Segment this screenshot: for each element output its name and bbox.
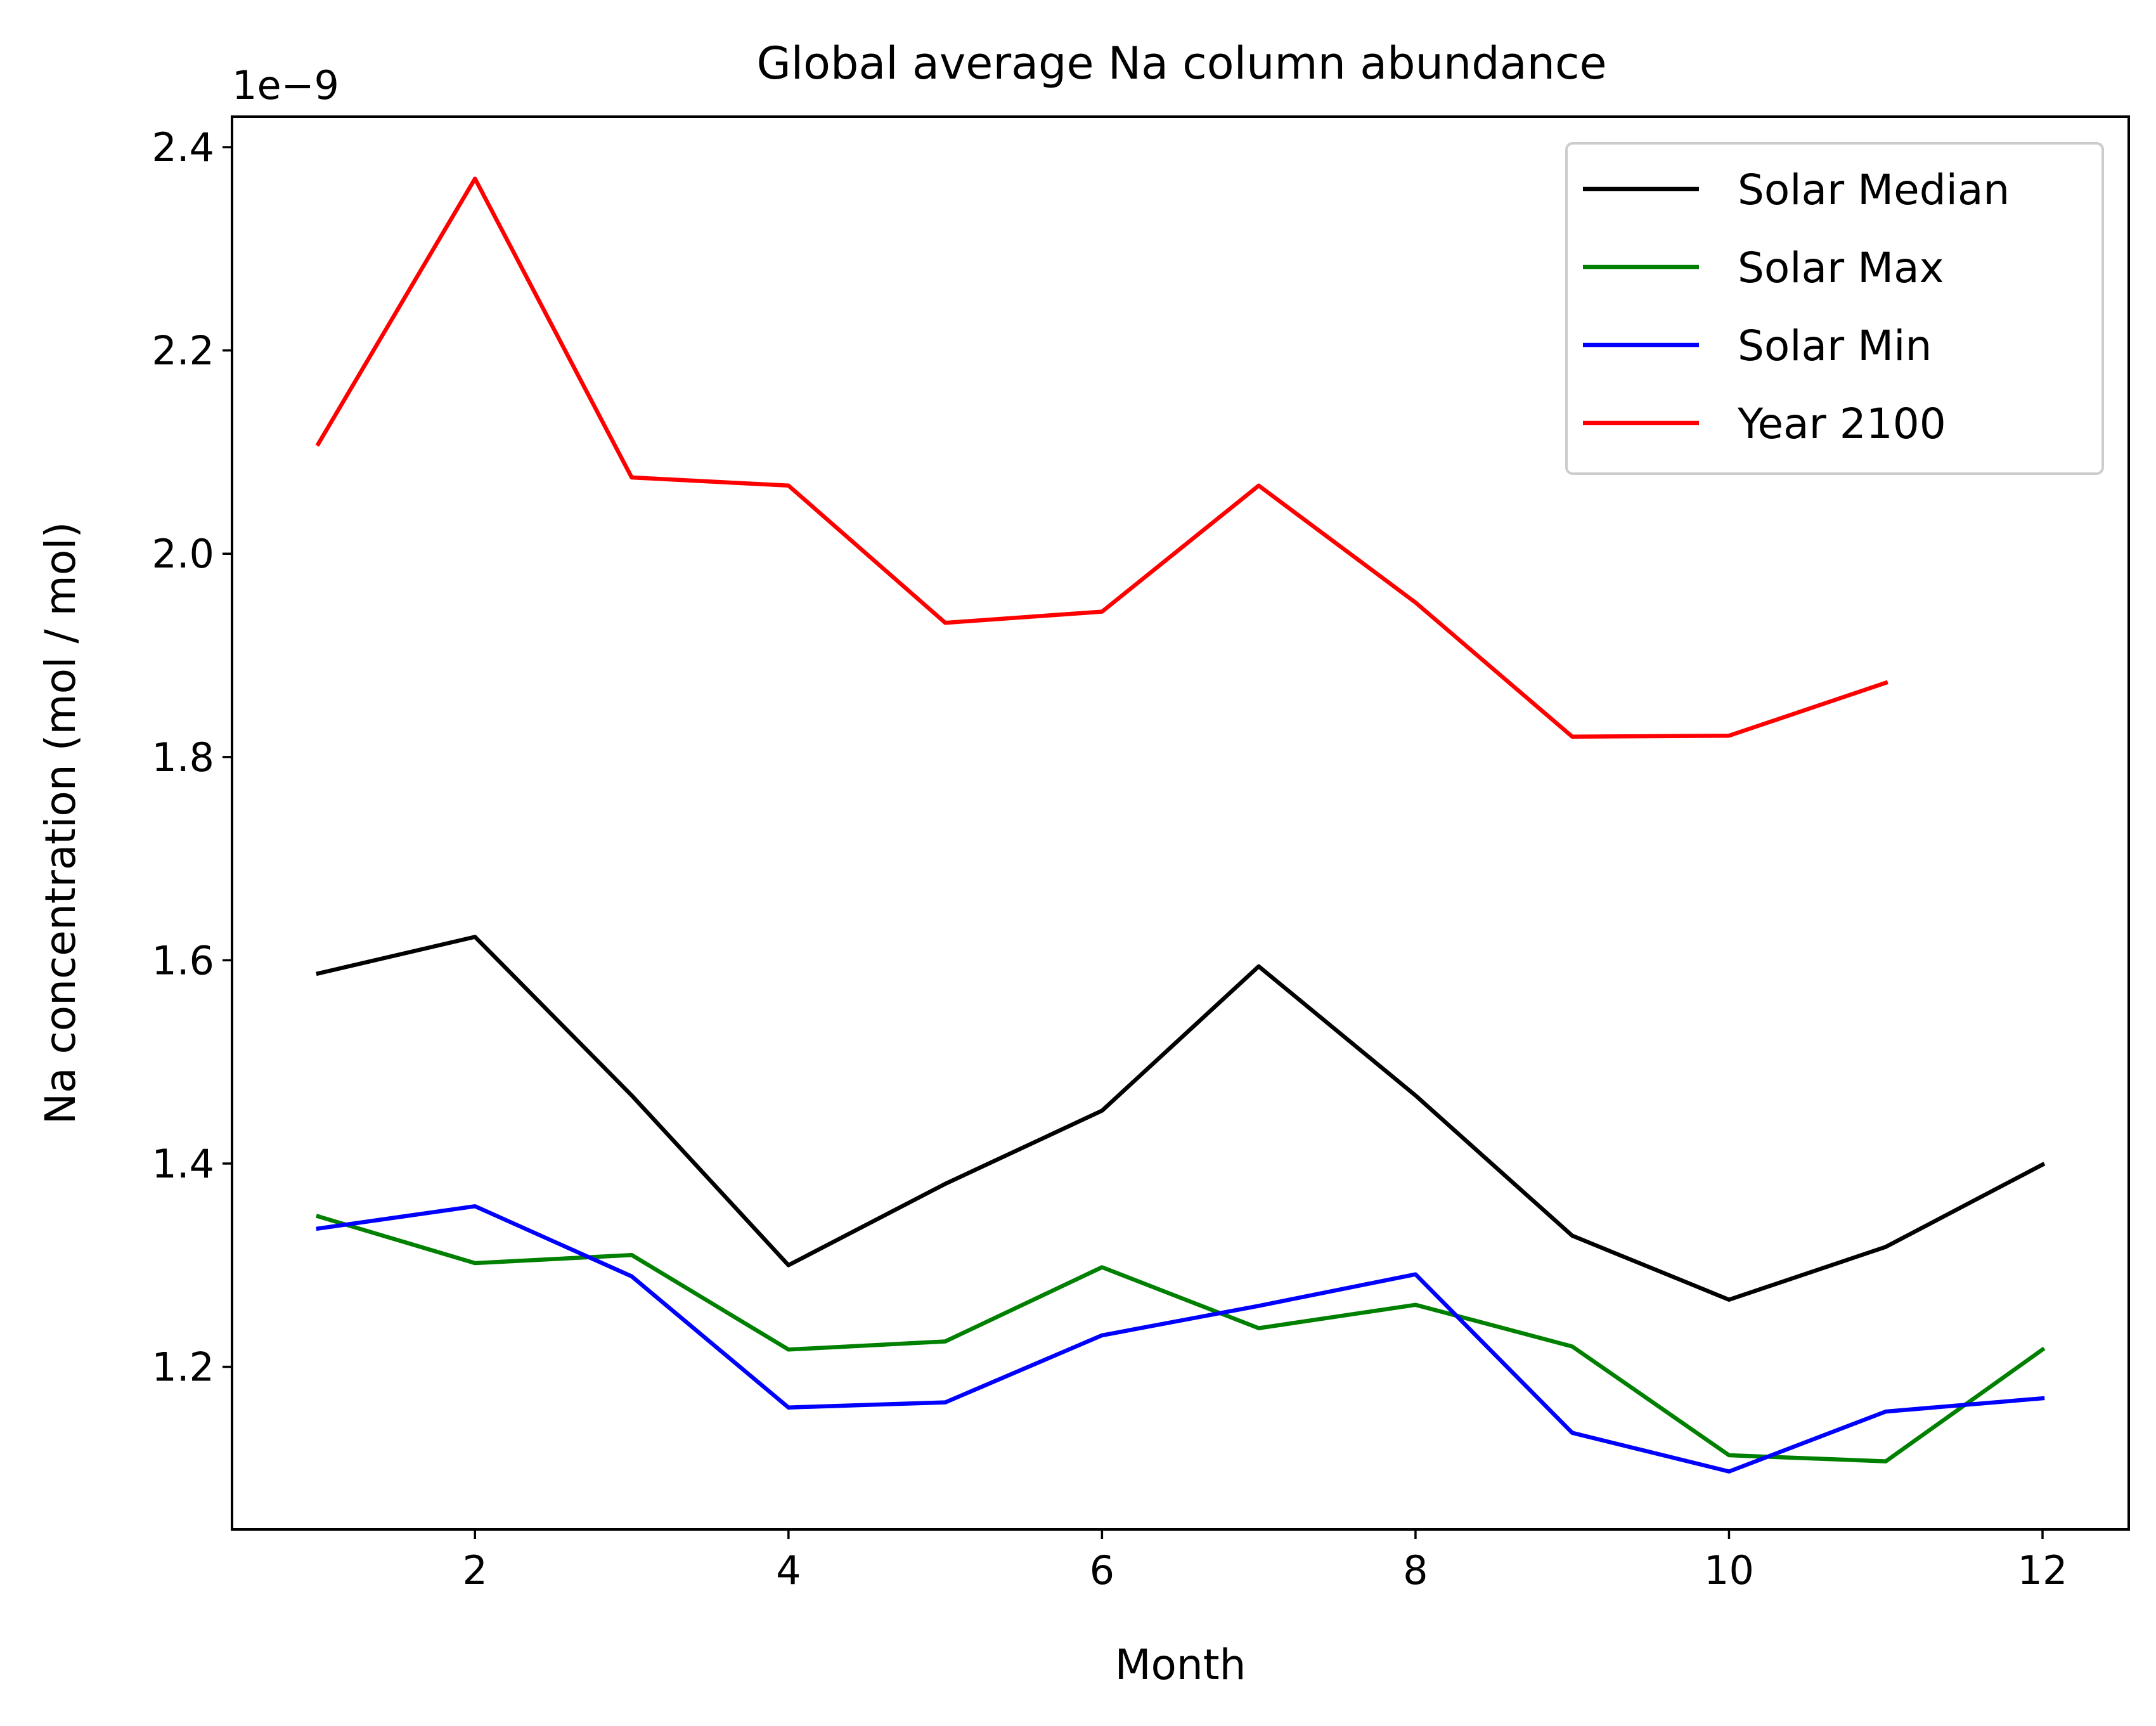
x-tick-label: 6 [1090,1547,1114,1593]
series-line-solar-median [316,935,2046,1302]
x-tick-label: 10 [1704,1547,1754,1593]
legend-label: Solar Max [1738,243,1944,292]
series-line-solar-min [316,1204,2045,1474]
x-tick-label: 12 [2018,1547,2068,1593]
y-tick-label: 1.6 [152,937,214,983]
legend: Solar Median Solar Max Solar Min Year 2100 [1565,142,2104,475]
y-axis-label: Na concentration (mol / mol) [36,522,85,1125]
series-line-year-2100 [315,176,1888,739]
y-tick-label: 2.4 [152,124,214,171]
y-tick-label: 1.2 [152,1344,214,1391]
plot-area-frame [231,115,2130,1531]
y-tick-label: 1.4 [152,1141,214,1187]
x-axis-ticks: 2 4 6 8 10 12 [463,1529,2068,1593]
y-tick-label: 2.0 [152,531,214,577]
x-tick-label: 8 [1403,1547,1428,1593]
legend-label: Solar Min [1738,321,1932,370]
series-line-solar-max [315,1214,2046,1463]
chart-title: Global average Na column abundance [756,37,1606,89]
y-axis-ticks: 1.2 1.4 1.6 1.8 2.0 2.2 2.4 [152,124,232,1391]
series-lines [315,176,2046,1474]
x-tick-label: 2 [463,1547,487,1593]
legend-label: Solar Median [1738,165,2010,214]
y-offset-label: 1e−9 [232,62,339,108]
legend-frame [1565,142,2104,475]
x-tick-label: 4 [776,1547,801,1593]
x-axis-label: Month [1115,1640,1246,1689]
y-tick-label: 1.8 [152,734,214,781]
legend-label: Year 2100 [1737,399,1946,448]
y-tick-label: 2.2 [152,328,214,374]
legend-items: Solar Median Solar Max Solar Min Year 2100 [1583,165,2010,448]
